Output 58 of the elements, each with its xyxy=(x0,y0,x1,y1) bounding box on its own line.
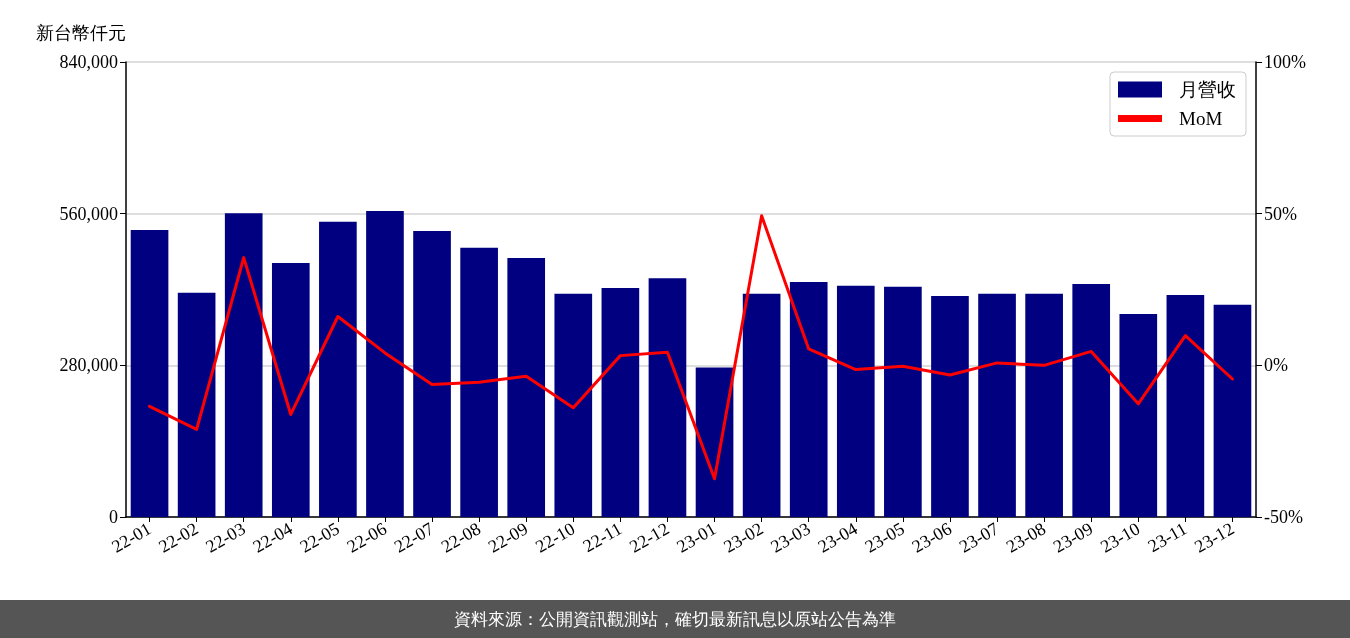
legend-label: MoM xyxy=(1179,108,1223,129)
x-tick-label: 23-01 xyxy=(673,518,720,557)
x-tick-label: 23-05 xyxy=(861,518,908,557)
y2-tick-label: 50% xyxy=(1264,203,1297,224)
y-tick-label: 280,000 xyxy=(59,355,118,376)
bar xyxy=(319,221,357,517)
y2-tick-label: -50% xyxy=(1264,507,1303,527)
bar xyxy=(695,367,734,517)
x-tick-label: 23-06 xyxy=(908,518,955,557)
bar xyxy=(460,247,498,517)
x-tick-label: 23-08 xyxy=(1002,518,1050,557)
x-tick-label: 23-10 xyxy=(1096,518,1144,557)
bar xyxy=(836,285,875,517)
bar xyxy=(789,281,828,517)
x-tick-label: 22-06 xyxy=(343,518,390,557)
y-axis-title: 新台幣仟元 xyxy=(36,23,126,43)
bar xyxy=(224,213,263,517)
bar xyxy=(271,262,310,517)
bar xyxy=(1166,294,1205,517)
x-tick-label: 22-11 xyxy=(579,518,626,557)
x-tick-label: 23-04 xyxy=(814,518,861,557)
bar xyxy=(554,293,593,517)
bar xyxy=(413,231,451,517)
bar xyxy=(1119,313,1158,517)
x-tick-label: 22-03 xyxy=(202,518,249,557)
x-tick-label: 22-10 xyxy=(531,518,579,557)
bar xyxy=(1025,293,1063,517)
y-tick-label: 560,000 xyxy=(59,203,118,224)
bar xyxy=(1213,304,1252,517)
x-tick-label: 22-12 xyxy=(626,518,673,557)
y-tick-label: 840,000 xyxy=(59,52,118,72)
x-tick-label: 22-02 xyxy=(155,518,202,557)
x-tick-label: 22-04 xyxy=(249,518,296,557)
bar xyxy=(177,292,216,517)
x-tick-label: 22-08 xyxy=(437,518,485,557)
bar xyxy=(507,258,546,517)
bar xyxy=(931,296,969,517)
x-tick-label: 23-03 xyxy=(767,518,814,557)
line-series xyxy=(148,214,1234,481)
bar xyxy=(978,293,1016,517)
bar xyxy=(366,210,404,517)
x-tick-label: 22-05 xyxy=(296,518,343,557)
bar xyxy=(130,229,169,517)
bar xyxy=(884,286,922,517)
x-tick-label: 23-11 xyxy=(1144,518,1191,557)
source-note: 資料來源：公開資訊觀測站，確切最新訊息以原站公告為準 xyxy=(0,600,1350,638)
x-tick-label: 22-09 xyxy=(484,518,532,557)
y2-tick-label: 100% xyxy=(1264,52,1306,72)
bar xyxy=(742,293,781,517)
bar xyxy=(648,278,687,517)
x-tick-label: 23-09 xyxy=(1049,518,1097,557)
bar xyxy=(601,287,640,517)
x-tick-label: 23-12 xyxy=(1191,518,1238,557)
y2-tick-label: 0% xyxy=(1264,355,1288,376)
y-tick-label: 0 xyxy=(109,507,118,527)
x-tick-label: 23-02 xyxy=(720,518,767,557)
legend-label: 月營收 xyxy=(1179,79,1236,100)
bar xyxy=(1072,284,1111,517)
